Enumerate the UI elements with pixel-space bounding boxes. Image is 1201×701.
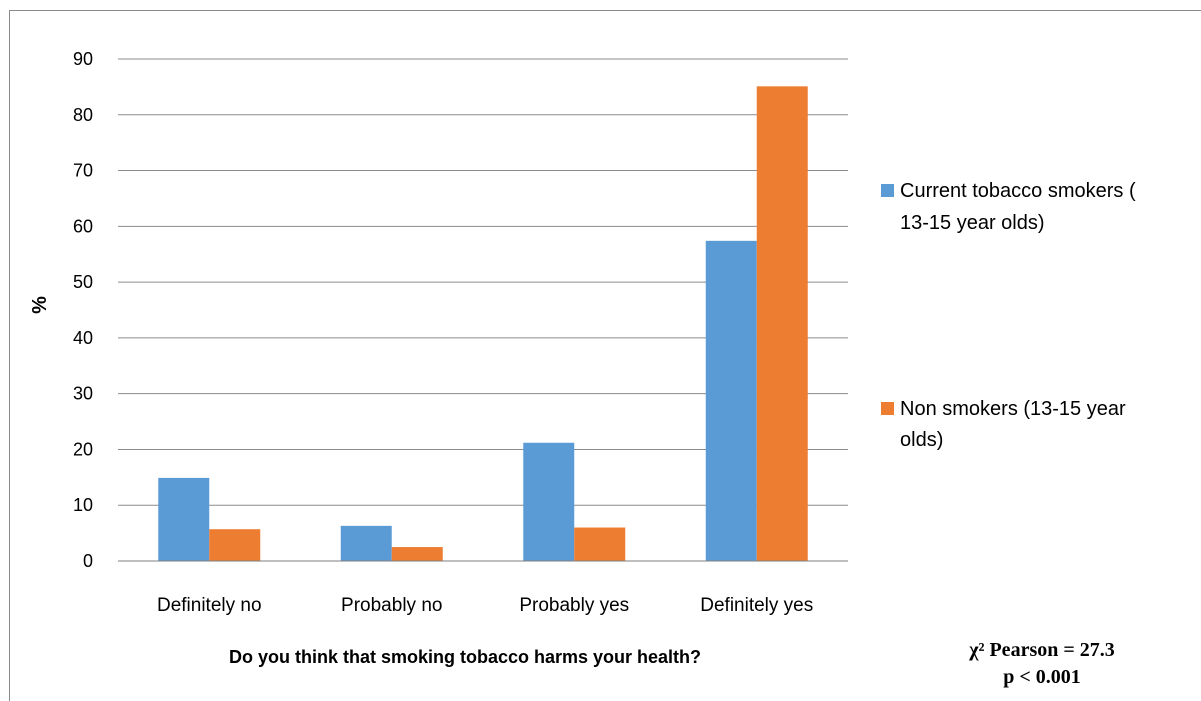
p-value-annotation: p < 0.001 [1003,666,1081,688]
y-tick-label: 30 [73,384,93,404]
chart-frame [9,10,1201,701]
legend: Current tobacco smokers ( 13-15 year old… [881,180,1136,451]
x-axis-label: Do you think that smoking tobacco harms … [229,647,701,667]
bar-current-smokers [705,240,757,561]
category-labels: Definitely no Probably no Probably yes Defi… [157,595,813,616]
bar-non-smokers [756,86,808,561]
bar-non-smokers [209,529,261,561]
y-tick-label: 60 [73,216,93,236]
bar-current-smokers [158,477,210,561]
legend-label-current-smokers-line2: 13-15 year olds) [900,212,1045,234]
category-label: Probably no [341,595,442,616]
category-label: Probably yes [519,595,629,616]
y-tick-label: 10 [73,495,93,515]
legend-label-non-smokers-line2: olds) [900,429,943,451]
y-tick-label: 90 [73,49,93,69]
y-axis-label: % [29,296,51,314]
chi-square-annotation: χ² Pearson = 27.3 [968,639,1115,661]
y-tick-label: 40 [73,328,93,348]
category-label: Definitely yes [700,595,813,616]
legend-label-current-smokers-line1: Current tobacco smokers ( [900,180,1136,202]
y-tick-label: 80 [73,105,93,125]
y-axis-ticks: 0 10 20 30 40 50 60 70 80 90 [73,49,93,571]
bar-current-smokers [340,525,392,561]
bars [158,86,808,561]
y-tick-label: 70 [73,161,93,181]
legend-swatch-current-smokers [881,184,894,197]
bar-current-smokers [523,442,575,561]
legend-label-non-smokers-line1: Non smokers (13-15 year [900,398,1126,420]
legend-swatch-non-smokers [881,402,894,415]
bar-non-smokers [574,527,626,561]
y-tick-label: 20 [73,439,93,459]
category-label: Definitely no [157,595,262,616]
y-tick-label: 0 [83,551,93,571]
y-tick-label: 50 [73,272,93,292]
bar-non-smokers [391,547,443,561]
